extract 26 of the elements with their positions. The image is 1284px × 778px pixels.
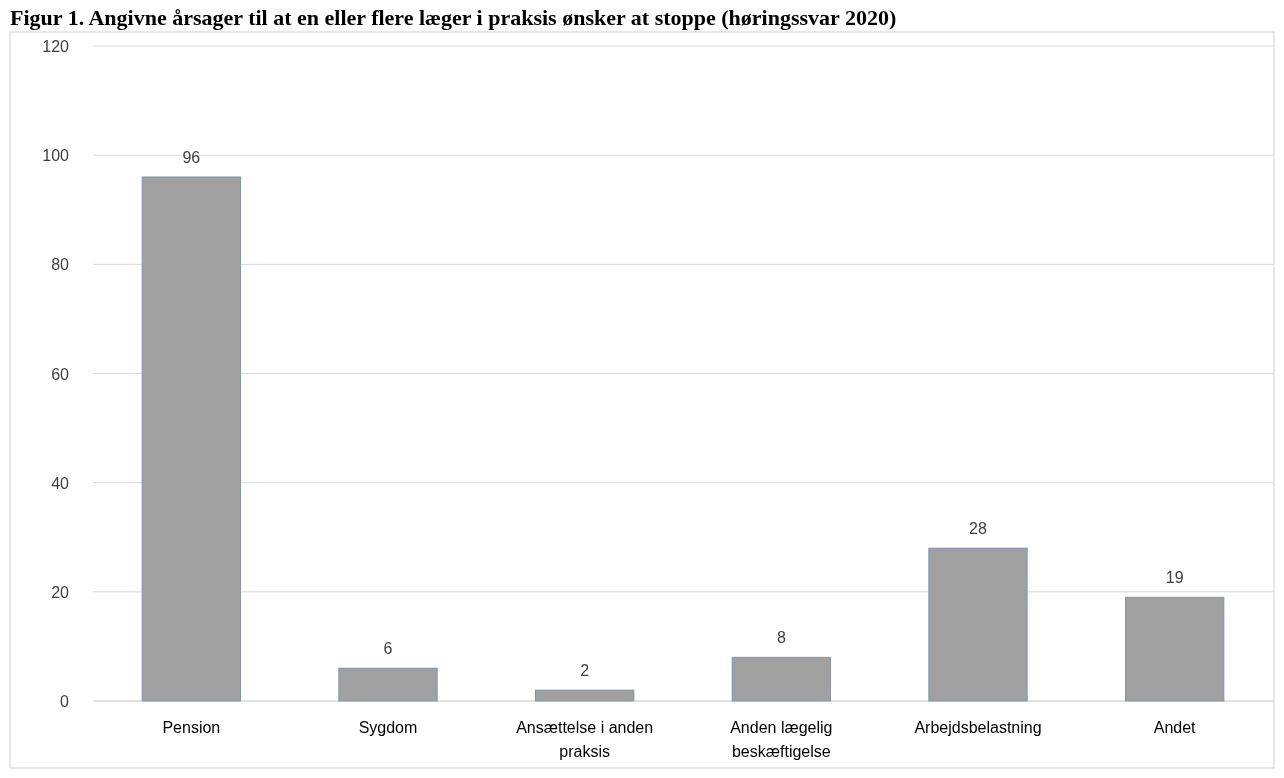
y-tick-label: 120: [42, 38, 70, 55]
data-label: 6: [383, 640, 393, 658]
data-label: 2: [580, 662, 590, 680]
x-tick-label: Andet: [1153, 719, 1197, 736]
y-tick-label: 100: [42, 147, 70, 165]
y-tick-label: 80: [51, 256, 70, 274]
bar: [141, 176, 241, 702]
y-tick-label: 40: [51, 474, 70, 492]
data-label: 28: [969, 520, 987, 538]
chart-title: Figur 1. Angivne årsager til at en eller flere læger i praksis ønsker at stoppe (høringssvar 2020): [10, 5, 897, 30]
y-tick-label: 60: [51, 365, 70, 383]
data-label: 19: [1165, 569, 1184, 587]
x-tick-label: Pension: [162, 719, 221, 736]
x-tick-label: Sygdom: [358, 719, 418, 736]
x-tick-label: Anden lægelig beskæftigelse: [730, 719, 833, 760]
data-label: 96: [182, 149, 201, 166]
x-tick-label: Arbejdsbelastning: [914, 719, 1042, 736]
bar: [338, 667, 438, 702]
y-tick-label: 0: [60, 693, 70, 710]
bar: [1125, 596, 1225, 702]
bar: [535, 689, 635, 702]
bar: [731, 656, 831, 702]
data-label: 8: [776, 629, 786, 647]
bar: [928, 547, 1028, 702]
y-tick-label: 20: [51, 583, 70, 601]
x-tick-label: Ansættelse i anden praksis: [516, 719, 654, 760]
